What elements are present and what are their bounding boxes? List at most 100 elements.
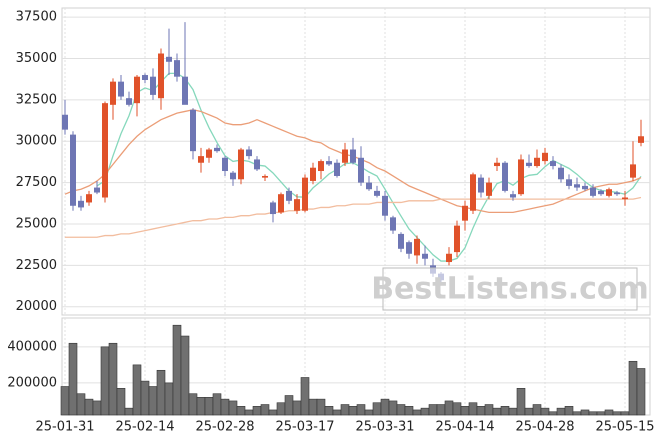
y-tick-label: 200000 [7, 375, 57, 390]
candle-body [550, 161, 556, 167]
volume-bar [220, 398, 230, 416]
candle-body [326, 161, 332, 165]
candle-body [422, 253, 428, 259]
x-tick-label: 25-05-15 [595, 420, 654, 435]
volume-bar [436, 404, 446, 416]
volume-bar [100, 346, 110, 416]
x-tick-label: 25-03-31 [355, 420, 414, 435]
volume-bar [348, 406, 358, 416]
candle-body [598, 190, 604, 195]
candle-body [286, 190, 292, 201]
x-tick-label: 25-02-28 [195, 420, 254, 435]
candle-body [158, 53, 164, 99]
candle-body [230, 172, 236, 180]
volume-bar [108, 342, 118, 416]
y-tick-label: 20000 [16, 299, 57, 314]
candle-body [614, 192, 620, 195]
candle-body [574, 184, 580, 188]
volume-bar [572, 411, 582, 416]
y-tick-label: 27500 [16, 175, 57, 190]
volume-bar [116, 388, 126, 416]
moving-average-line [65, 196, 642, 238]
volume-bar [428, 404, 438, 416]
candle-body [302, 177, 308, 211]
candle-body [582, 185, 588, 190]
volume-bar [180, 335, 190, 416]
volume-bar [356, 404, 366, 416]
candle-body [318, 161, 324, 172]
price-pane [61, 7, 651, 316]
candle-body [590, 187, 596, 196]
volume-bar [140, 380, 150, 416]
candle-body [254, 159, 260, 170]
volume-bar [316, 398, 326, 416]
volume-bar [148, 386, 158, 416]
candle-body [486, 182, 492, 196]
y-tick-label: 30000 [16, 134, 57, 149]
volume-bar [292, 400, 302, 416]
candle-body [406, 242, 412, 254]
candle-body [382, 195, 388, 216]
candle-body [78, 200, 84, 208]
volume-bar [444, 400, 454, 416]
candle-body [294, 199, 300, 211]
volume-bar [172, 324, 182, 416]
candle-body [390, 217, 396, 231]
volume-bar [636, 368, 646, 416]
volume-bar [620, 411, 630, 416]
volume-bar [460, 406, 470, 416]
candle-body [134, 76, 140, 104]
volume-bar [612, 411, 622, 416]
volume-bar [500, 406, 510, 416]
x-tick-label: 25-04-14 [435, 420, 494, 435]
candle-body [62, 114, 68, 130]
candle-body [494, 162, 500, 167]
candle-body [342, 149, 348, 163]
candle-body [638, 136, 644, 143]
candle-body [214, 147, 220, 152]
y-tick-label: 400000 [7, 339, 57, 354]
volume-bar [244, 409, 254, 416]
volume-bar [388, 400, 398, 416]
candle-body [502, 162, 508, 191]
volume-bar [332, 409, 342, 416]
x-tick-label: 25-01-31 [35, 420, 94, 435]
candle-body [110, 81, 116, 105]
candle-body [246, 149, 252, 157]
candle-body [310, 167, 316, 181]
x-tick-label: 25-03-17 [275, 420, 334, 435]
volume-bar [556, 407, 566, 416]
volume-bar [412, 409, 422, 416]
volume-bar [580, 409, 590, 416]
volume-bar [540, 407, 550, 416]
volume-bar [260, 404, 270, 416]
candle-body [142, 75, 148, 80]
volume-bar [132, 364, 142, 416]
candle-body [566, 179, 572, 186]
volume-bar [604, 409, 614, 416]
candle-body [118, 81, 124, 97]
volume-bar [60, 386, 70, 416]
candle-body [478, 177, 484, 193]
volume-bar [196, 397, 206, 416]
candle-body [238, 149, 244, 180]
candle-body [542, 152, 548, 162]
volume-bar [420, 407, 430, 416]
candle-body [70, 134, 76, 206]
volume-bar [300, 377, 310, 416]
volume-bar [156, 369, 166, 416]
watermark-box: BestListens.com [371, 267, 649, 311]
candle-body [222, 157, 228, 172]
candle-body [606, 189, 612, 196]
candle-body [358, 157, 364, 183]
volume-bar [380, 398, 390, 416]
candle-body [534, 157, 540, 167]
candle-body [206, 149, 212, 158]
volume-bar [204, 397, 214, 416]
volume-bar [484, 404, 494, 416]
watermark: BestListens.com [371, 272, 649, 307]
volume-bar [364, 409, 374, 416]
y-tick-label: 37500 [16, 10, 57, 25]
volume-bar [404, 406, 414, 416]
